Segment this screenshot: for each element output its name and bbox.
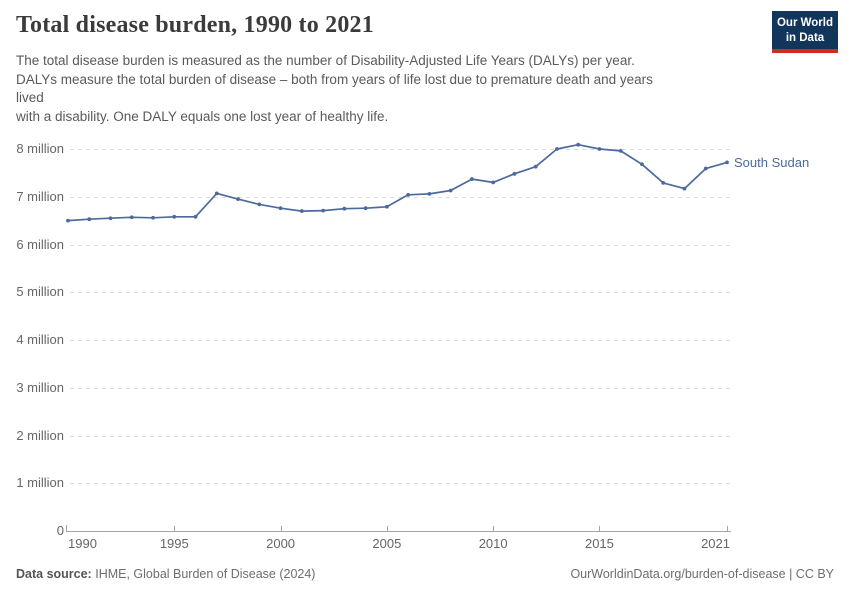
subtitle-line: The total disease burden is measured as … [16,53,635,68]
data-point[interactable] [236,197,240,202]
data-point[interactable] [172,214,177,219]
x-tick-label: 2015 [584,536,614,551]
series-line [67,143,728,222]
data-point[interactable] [491,180,496,185]
data-point[interactable] [448,188,453,193]
x-tick-label: 1990 [68,536,97,551]
data-point[interactable] [108,216,113,221]
data-point[interactable] [87,217,92,222]
logo-text-line2: in Data [785,31,825,44]
axis-tick [599,526,601,531]
subtitle-line: DALYs measure the total burden of diseas… [16,71,653,87]
data-point[interactable] [129,215,134,220]
gridline [70,244,731,246]
data-source-label: Data source: [16,567,92,581]
x-tick-label: 1995 [159,536,189,551]
x-tick-label: 2021 [701,536,730,551]
data-point[interactable] [725,160,729,165]
x-axis-line [66,531,731,532]
data-source-value: IHME, Global Burden of Disease (2024) [95,567,316,581]
data-point[interactable] [384,204,389,209]
y-tick-label: 7 million [16,188,64,204]
data-point[interactable] [661,181,666,185]
data-source: Data source: IHME, Global Burden of Dise… [16,567,315,581]
logo-text-line1: Our World [776,17,833,29]
y-tick-label: 5 million [16,284,64,300]
chart-subtitle: The total disease burden is measured as … [16,52,756,126]
y-tick-label: 2 million [16,427,64,443]
data-point[interactable] [703,166,708,171]
data-point[interactable] [257,202,262,207]
data-point[interactable] [193,214,198,219]
axis-tick [280,526,282,531]
y-tick-label: 6 million [16,236,64,252]
data-point[interactable] [470,177,474,181]
entity-label[interactable]: South Sudan [734,155,810,170]
x-tick-label: 2010 [478,536,508,551]
owid-logo[interactable]: Our World in Data [772,11,838,54]
data-point[interactable] [342,206,347,211]
x-tick-label: 2005 [372,536,402,551]
data-point[interactable] [533,164,538,169]
data-point[interactable] [151,215,155,220]
y-tick-label: 8 million [16,141,64,156]
data-point[interactable] [427,191,432,196]
gridline [70,387,731,389]
gridline [70,483,731,485]
y-tick-label: 4 million [16,332,64,347]
data-point[interactable] [66,218,70,223]
gridline [70,149,731,150]
axis-tick [386,526,388,531]
data-point[interactable] [682,186,687,191]
axis-tick [727,526,728,531]
chart-footer: Data source: IHME, Global Burden of Dise… [16,567,834,581]
data-point[interactable] [640,162,644,167]
axis-tick [66,525,67,532]
gridline [70,196,731,198]
data-point[interactable] [214,191,219,196]
data-point[interactable] [363,206,368,211]
axis-tick [493,526,495,531]
x-tick-label: 2000 [266,536,296,551]
data-point[interactable] [299,209,304,213]
axis-tick [174,526,176,531]
data-point[interactable] [321,208,325,213]
gridline [70,340,731,341]
y-tick-label: 0 [56,523,64,538]
y-tick-label: 3 million [16,379,64,395]
data-point[interactable] [576,142,581,147]
subtitle-line: lived [16,90,44,105]
subtitle-line: with a disability. One DALY equals one l… [16,108,389,124]
credit-link[interactable]: OurWorldinData.org/burden-of-disease | C… [570,567,834,581]
page-title: Total disease burden, 1990 to 2021 [16,12,374,38]
gridline [70,292,731,294]
y-tick-label: 1 million [16,475,64,491]
data-point[interactable] [278,206,283,211]
data-point[interactable] [512,171,517,176]
gridline [70,435,731,437]
